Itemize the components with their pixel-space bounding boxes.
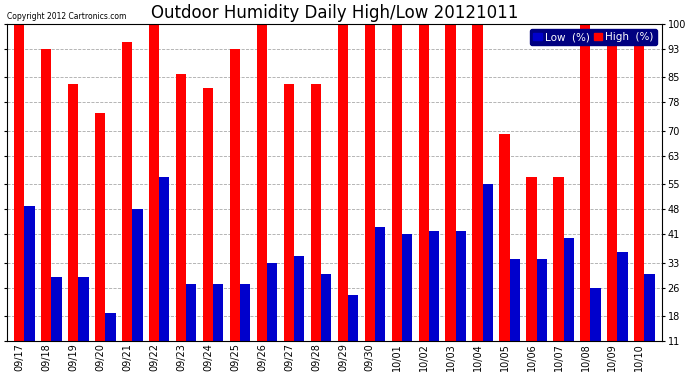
Bar	[564, 238, 574, 342]
Bar	[52, 277, 61, 342]
Bar	[337, 24, 348, 342]
Bar	[618, 252, 628, 342]
Bar	[213, 284, 224, 342]
Bar	[348, 295, 358, 342]
Bar	[500, 134, 510, 342]
Bar	[553, 177, 564, 342]
Bar	[257, 24, 267, 342]
Bar	[537, 260, 546, 342]
Bar	[510, 260, 520, 342]
Legend: Low  (%), High  (%): Low (%), High (%)	[530, 29, 657, 45]
Bar	[203, 88, 213, 342]
Bar	[644, 274, 655, 342]
Bar	[455, 231, 466, 342]
Bar	[402, 234, 412, 342]
Bar	[284, 84, 294, 342]
Bar	[294, 256, 304, 342]
Bar	[240, 284, 250, 342]
Bar	[634, 42, 644, 342]
Bar	[375, 227, 385, 342]
Bar	[364, 24, 375, 342]
Bar	[591, 288, 601, 342]
Bar	[483, 184, 493, 342]
Bar	[419, 24, 428, 342]
Bar	[267, 263, 277, 342]
Bar	[391, 24, 402, 342]
Bar	[176, 74, 186, 342]
Bar	[580, 24, 591, 342]
Bar	[41, 49, 52, 342]
Bar	[95, 113, 106, 342]
Bar	[310, 84, 321, 342]
Bar	[428, 231, 439, 342]
Bar	[607, 42, 618, 342]
Bar	[446, 24, 455, 342]
Bar	[526, 177, 537, 342]
Bar	[132, 209, 143, 342]
Bar	[68, 84, 79, 342]
Bar	[473, 24, 483, 342]
Title: Outdoor Humidity Daily High/Low 20121011: Outdoor Humidity Daily High/Low 20121011	[150, 4, 518, 22]
Bar	[230, 49, 240, 342]
Bar	[14, 24, 24, 342]
Bar	[321, 274, 331, 342]
Bar	[159, 177, 170, 342]
Bar	[24, 206, 34, 342]
Bar	[106, 313, 115, 342]
Bar	[186, 284, 197, 342]
Bar	[122, 42, 132, 342]
Bar	[149, 24, 159, 342]
Bar	[79, 277, 88, 342]
Text: Copyright 2012 Cartronics.com: Copyright 2012 Cartronics.com	[7, 12, 126, 21]
